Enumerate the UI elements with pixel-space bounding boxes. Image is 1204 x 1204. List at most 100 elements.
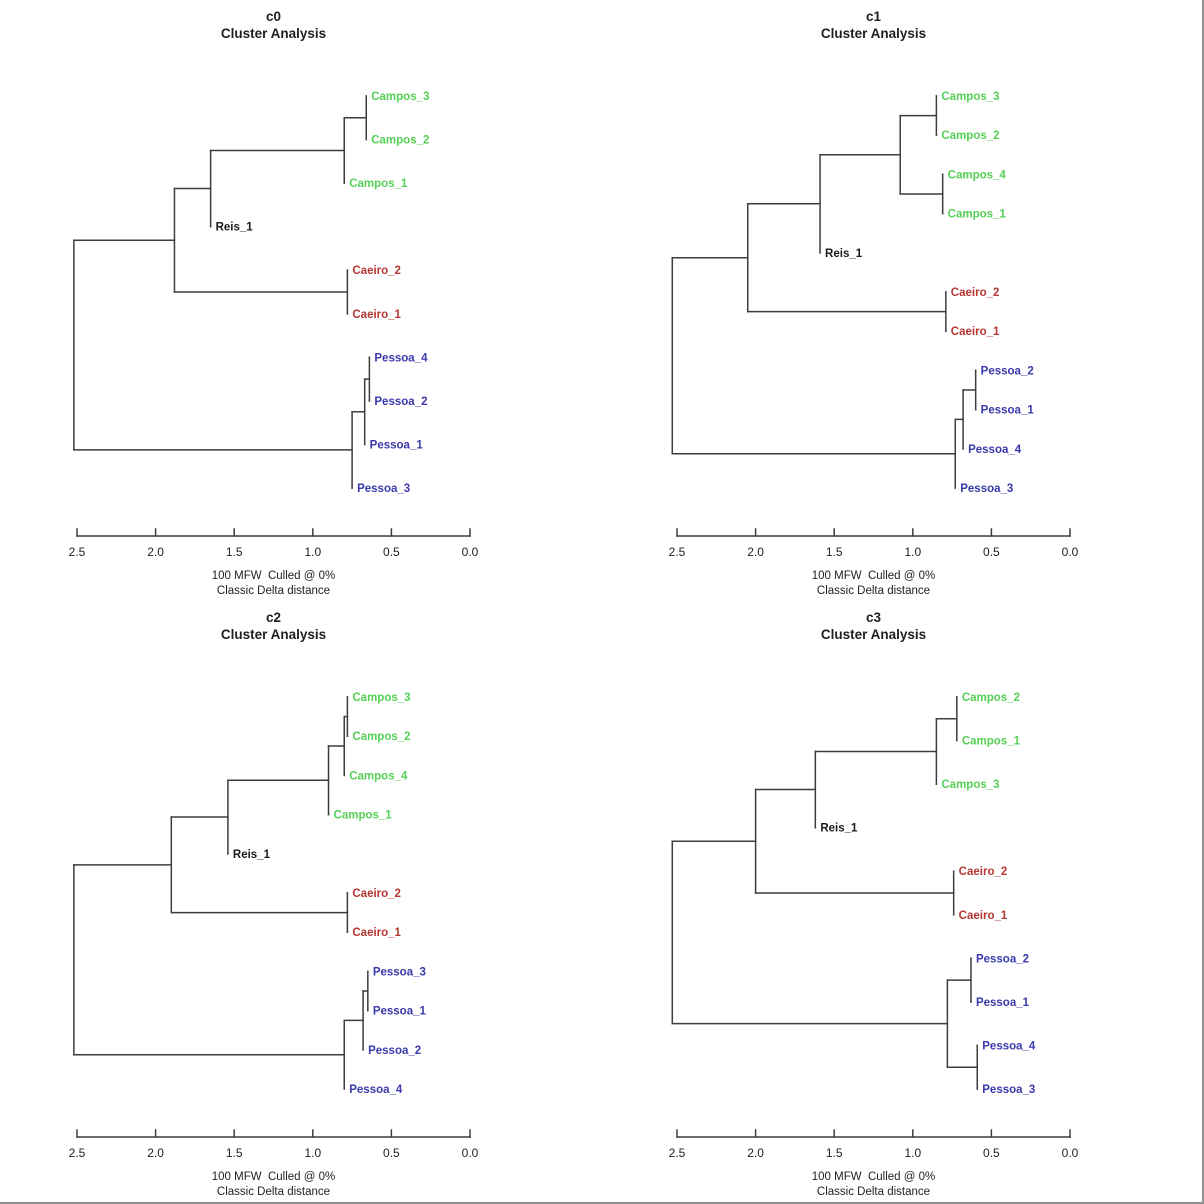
axis-tick-label: 1.5 [226, 545, 243, 559]
panel-subtitle: Cluster Analysis [821, 627, 926, 642]
dendrogram-branches [671, 696, 979, 1090]
axis-tick-label: 0.0 [462, 1146, 479, 1160]
panel-subtitle: Cluster Analysis [221, 26, 326, 41]
axis-captions: 100 MFW Culled @ 0% Classic Delta distanc… [812, 570, 936, 597]
axis-tick-label: 1.0 [904, 545, 921, 559]
leaf-label-Pessoa_1: Pessoa_1 [976, 997, 1030, 1009]
panel-c1: c1 Cluster Analysis Campos_3 Campos_2 Campos… [600, 0, 1202, 602]
axis-captions: 100 MFW Culled @ 0% Classic Delta distanc… [212, 1171, 336, 1198]
leaf-label-Campos_3: Campos_3 [352, 692, 410, 704]
axis-tick-label: 0.0 [1062, 545, 1079, 559]
panel-c2: c2 Cluster Analysis Campos_3 Campos_2 Campos… [0, 601, 602, 1202]
leaf-labels: Campos_3 Campos_2 Campos_1 Reis_1 Caeiro_2 Ca… [216, 91, 430, 495]
distance-axis: 2.5 2.0 1.5 1.0 0.5 0.0 [69, 1129, 479, 1160]
leaf-label-Caeiro_1: Caeiro_1 [951, 326, 1000, 338]
leaf-label-Pessoa_1: Pessoa_1 [981, 405, 1035, 417]
leaf-label-Caeiro_1: Caeiro_1 [959, 910, 1008, 922]
leaf-label-Pessoa_2: Pessoa_2 [976, 953, 1029, 965]
dendrogram-branches [73, 95, 371, 489]
leaf-label-Campos_3: Campos_3 [371, 91, 429, 103]
panel-title: c1 [866, 9, 882, 24]
panel-subtitle: Cluster Analysis [221, 627, 326, 642]
leaf-label-Pessoa_4: Pessoa_4 [982, 1040, 1036, 1052]
axis-tick-label: 2.0 [147, 545, 164, 559]
leaf-label-Campos_2: Campos_2 [371, 135, 429, 147]
panel-c0: c0 Cluster Analysis Campos_3 Campos_2 Campos… [0, 0, 602, 602]
leaf-label-Reis_1: Reis_1 [820, 823, 858, 835]
leaf-label-Pessoa_1: Pessoa_1 [373, 1006, 427, 1018]
panel-title: c0 [266, 9, 281, 24]
panel-titles: c3 Cluster Analysis [821, 610, 926, 642]
panel-title: c3 [866, 610, 882, 625]
caption-mfw: 100 MFW Culled @ 0% [812, 1171, 936, 1183]
axis-captions: 100 MFW Culled @ 0% Classic Delta distanc… [812, 1171, 936, 1198]
axis-tick-label: 2.0 [747, 1146, 764, 1160]
leaf-label-Caeiro_2: Caeiro_2 [352, 265, 401, 277]
leaf-label-Campos_2: Campos_2 [941, 130, 999, 142]
axis-tick-label: 0.5 [983, 545, 1000, 559]
axis-tick-label: 2.5 [69, 545, 86, 559]
leaf-label-Campos_2: Campos_2 [352, 731, 410, 743]
axis-tick-label: 1.0 [304, 545, 321, 559]
axis-tick-label: 0.5 [983, 1146, 1000, 1160]
leaf-label-Pessoa_4: Pessoa_4 [349, 1084, 403, 1096]
leaf-label-Pessoa_2: Pessoa_2 [981, 365, 1034, 377]
panel-titles: c1 Cluster Analysis [821, 9, 926, 41]
axis-tick-label: 2.5 [669, 545, 686, 559]
caption-mfw: 100 MFW Culled @ 0% [812, 570, 936, 582]
leaf-label-Pessoa_4: Pessoa_4 [968, 444, 1022, 456]
leaf-label-Campos_1: Campos_1 [334, 810, 393, 822]
leaf-label-Reis_1: Reis_1 [825, 248, 863, 260]
leaf-label-Pessoa_2: Pessoa_2 [374, 396, 427, 408]
axis-tick-label: 2.0 [747, 545, 764, 559]
leaf-label-Reis_1: Reis_1 [216, 222, 254, 234]
panel-c3: c3 Cluster Analysis Campos_2 Campos_1 Campos… [600, 601, 1202, 1202]
leaf-labels: Campos_2 Campos_1 Campos_3 Reis_1 Caeiro_2 Ca… [820, 692, 1036, 1096]
leaf-label-Pessoa_3: Pessoa_3 [960, 483, 1013, 495]
axis-tick-label: 0.0 [1062, 1146, 1079, 1160]
axis-tick-label: 0.0 [462, 545, 479, 559]
leaf-label-Campos_3: Campos_3 [941, 779, 999, 791]
distance-axis: 2.5 2.0 1.5 1.0 0.5 0.0 [69, 528, 479, 559]
axis-tick-label: 1.5 [826, 545, 843, 559]
leaf-label-Campos_3: Campos_3 [941, 91, 999, 103]
leaf-label-Campos_2: Campos_2 [962, 692, 1020, 704]
leaf-label-Pessoa_2: Pessoa_2 [368, 1045, 421, 1057]
axis-tick-label: 2.0 [147, 1146, 164, 1160]
caption-mfw: 100 MFW Culled @ 0% [212, 570, 336, 582]
axis-tick-label: 1.0 [904, 1146, 921, 1160]
distance-axis: 2.5 2.0 1.5 1.0 0.5 0.0 [669, 528, 1079, 559]
leaf-label-Pessoa_4: Pessoa_4 [374, 352, 428, 364]
leaf-label-Campos_1: Campos_1 [962, 736, 1021, 748]
leaf-label-Caeiro_1: Caeiro_1 [352, 927, 401, 939]
leaf-label-Campos_4: Campos_4 [349, 770, 408, 782]
axis-tick-label: 2.5 [69, 1146, 86, 1160]
leaf-label-Caeiro_2: Caeiro_2 [959, 866, 1008, 878]
leaf-label-Pessoa_1: Pessoa_1 [370, 439, 424, 451]
leaf-label-Reis_1: Reis_1 [233, 849, 271, 861]
leaf-label-Campos_1: Campos_1 [948, 209, 1007, 221]
dendrogram-branches [73, 696, 369, 1090]
leaf-label-Pessoa_3: Pessoa_3 [373, 966, 426, 978]
axis-tick-label: 1.5 [226, 1146, 243, 1160]
leaf-label-Caeiro_2: Caeiro_2 [951, 287, 1000, 299]
leaf-label-Caeiro_2: Caeiro_2 [352, 888, 401, 900]
axis-tick-label: 0.5 [383, 545, 400, 559]
panel-title: c2 [266, 610, 281, 625]
axis-captions: 100 MFW Culled @ 0% Classic Delta distanc… [212, 570, 336, 597]
leaf-label-Caeiro_1: Caeiro_1 [352, 309, 401, 321]
leaf-labels: Campos_3 Campos_2 Campos_4 Campos_1 Reis_1 Ca… [233, 692, 427, 1096]
leaf-label-Campos_4: Campos_4 [948, 169, 1007, 181]
panel-subtitle: Cluster Analysis [821, 26, 926, 41]
panel-titles: c2 Cluster Analysis [221, 610, 326, 642]
axis-tick-label: 1.5 [826, 1146, 843, 1160]
leaf-label-Pessoa_3: Pessoa_3 [357, 483, 410, 495]
dendrogram-branches [671, 95, 977, 489]
panel-titles: c0 Cluster Analysis [221, 9, 326, 41]
caption-distance: Classic Delta distance [217, 1186, 330, 1198]
axis-tick-label: 1.0 [304, 1146, 321, 1160]
leaf-labels: Campos_3 Campos_2 Campos_4 Campos_1 Reis_1 Ca… [825, 91, 1034, 495]
